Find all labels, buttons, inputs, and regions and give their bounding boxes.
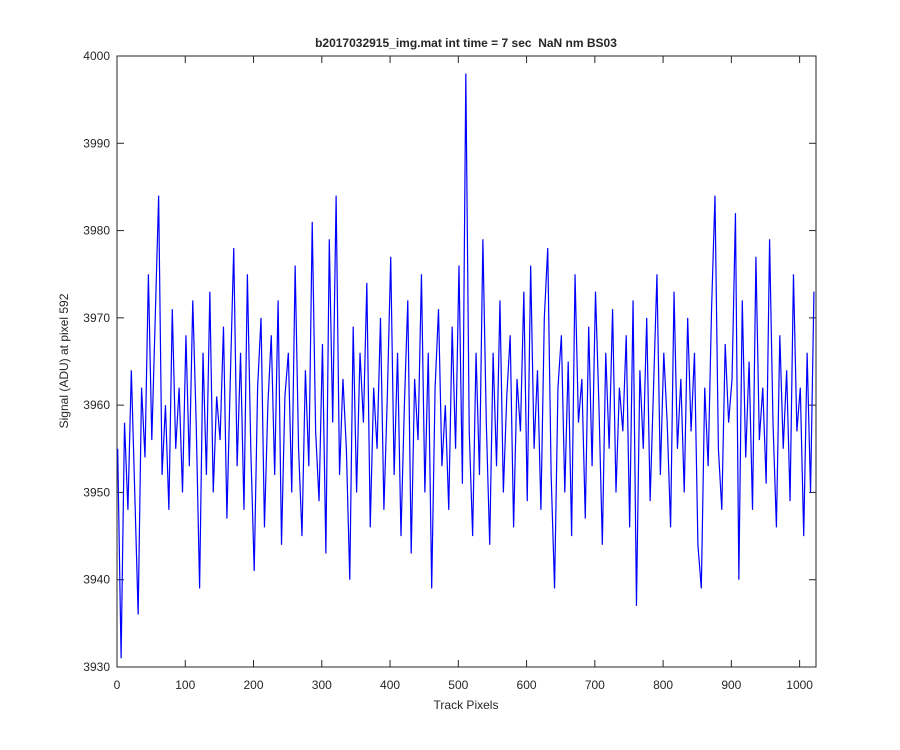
y-tick-label: 3980 bbox=[83, 224, 110, 238]
x-tick-label: 200 bbox=[244, 678, 264, 692]
x-tick-label: 600 bbox=[517, 678, 537, 692]
x-tick-label: 800 bbox=[653, 678, 673, 692]
y-tick-label: 3940 bbox=[83, 573, 110, 587]
x-axis-label: Track Pixels bbox=[434, 698, 499, 712]
x-tick-label: 900 bbox=[721, 678, 741, 692]
y-axis-label: Signal (ADU) at pixel 592 bbox=[57, 293, 71, 428]
y-tick-label: 3960 bbox=[83, 398, 110, 412]
y-tick-label: 3990 bbox=[83, 136, 110, 150]
y-tick-label: 3970 bbox=[83, 311, 110, 325]
chart-title: b2017032915_img.mat int time = 7 sec NaN… bbox=[315, 36, 617, 50]
y-tick-label: 3950 bbox=[83, 485, 110, 499]
data-line bbox=[117, 73, 815, 659]
x-tick-label: 400 bbox=[380, 678, 400, 692]
x-tick-label: 500 bbox=[448, 678, 468, 692]
plot-box bbox=[116, 55, 817, 668]
x-tick-label: 0 bbox=[114, 678, 121, 692]
x-tick-label: 700 bbox=[585, 678, 605, 692]
y-tick-label: 4000 bbox=[83, 49, 110, 63]
x-tick-label: 100 bbox=[175, 678, 195, 692]
x-tick-label: 1000 bbox=[786, 678, 813, 692]
x-tick-label: 300 bbox=[312, 678, 332, 692]
y-tick-label: 3930 bbox=[83, 660, 110, 674]
